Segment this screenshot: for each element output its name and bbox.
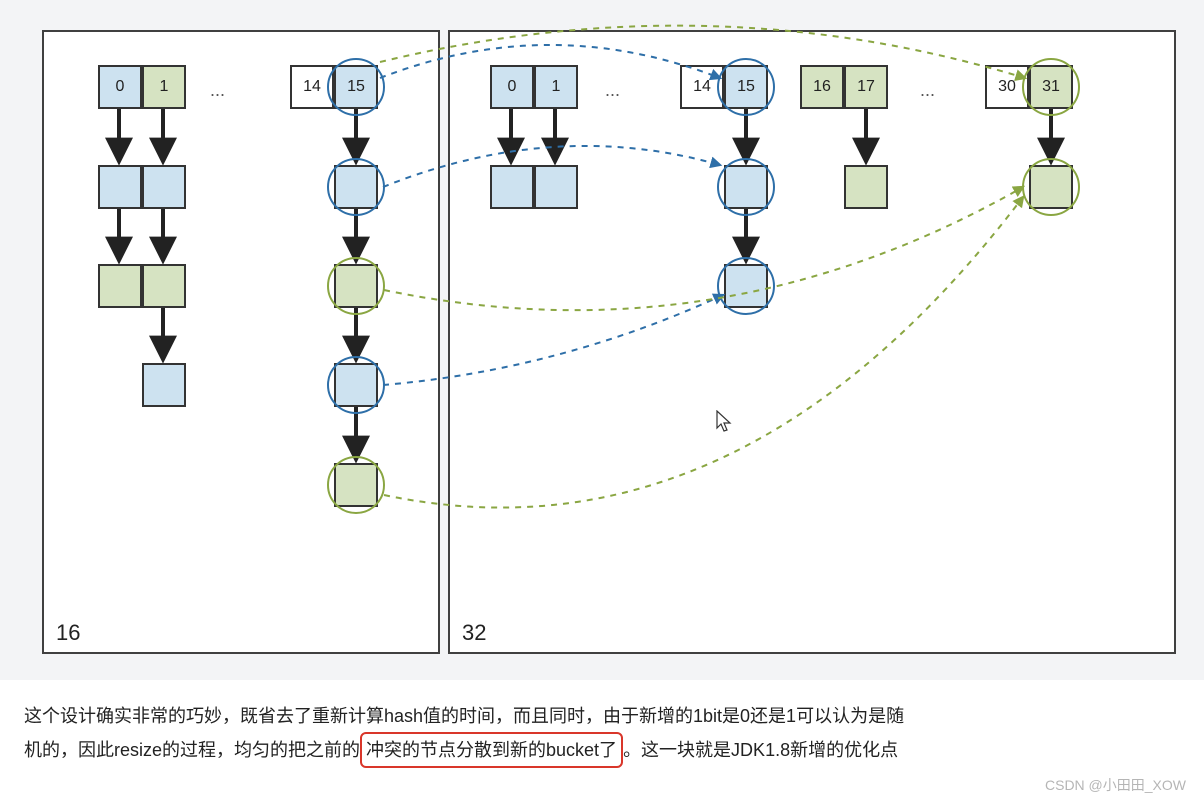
diagram-area: 16 32 01...141501...14151617...3031 [0,0,1204,680]
bucket-cell: 1 [142,65,186,109]
bucket-cell: 14 [680,65,724,109]
text-line2b: 。这一块就是JDK1.8新增的优化点 [623,740,898,760]
bucket-cell: 0 [98,65,142,109]
bucket-cell: 15 [334,65,378,109]
bucket-cell [142,363,186,407]
bucket-cell: 0 [490,65,534,109]
text-line1: 这个设计确实非常的巧妙，既省去了重新计算hash值的时间，而且同时，由于新增的1… [24,706,904,726]
bucket-cell [98,264,142,308]
bucket-cell [490,165,534,209]
explanation-text: 这个设计确实非常的巧妙，既省去了重新计算hash值的时间，而且同时，由于新增的1… [24,700,1184,768]
bucket-cell: 14 [290,65,334,109]
watermark: CSDN @小田田_XOW [1045,775,1186,795]
bucket-cell [334,463,378,507]
text-line2a: 机的，因此resize的过程，均匀的把之前的 [24,740,360,760]
panel-right-label: 32 [462,620,486,646]
bucket-cell [724,264,768,308]
bucket-cell [844,165,888,209]
bucket-cell: 17 [844,65,888,109]
bucket-cell [534,165,578,209]
panel-right: 32 [448,30,1176,654]
bucket-cell: 30 [985,65,1029,109]
text-highlight: 冲突的节点分散到新的bucket了 [360,732,623,768]
canvas: 16 32 01...141501...14151617...3031 [0,0,1204,803]
bucket-cell [724,165,768,209]
bucket-cell: 1 [534,65,578,109]
ellipsis: ... [920,80,935,101]
bucket-cell [142,165,186,209]
ellipsis: ... [605,80,620,101]
cursor-icon [716,410,734,434]
bucket-cell [98,165,142,209]
bucket-cell: 31 [1029,65,1073,109]
ellipsis: ... [210,80,225,101]
bucket-cell: 16 [800,65,844,109]
panel-left-label: 16 [56,620,80,646]
bucket-cell [334,363,378,407]
panel-left: 16 [42,30,440,654]
bucket-cell [142,264,186,308]
bucket-cell [334,264,378,308]
bucket-cell [1029,165,1073,209]
bucket-cell: 15 [724,65,768,109]
bucket-cell [334,165,378,209]
